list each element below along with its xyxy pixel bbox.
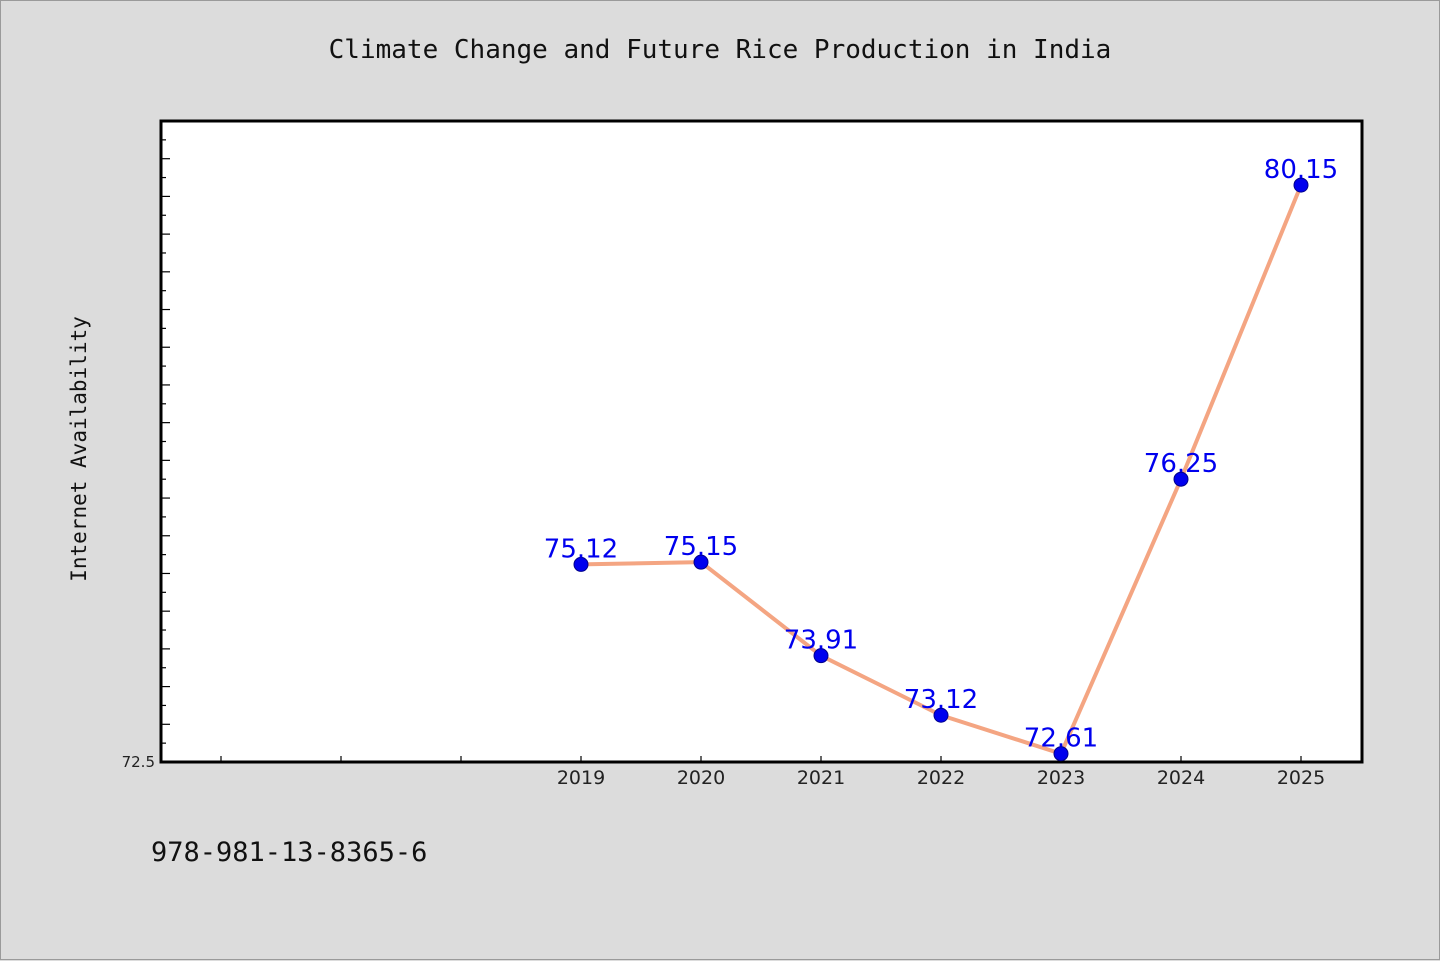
x-tick-label: 2022: [917, 767, 965, 789]
data-point: [933, 707, 949, 723]
data-label: 75.15: [664, 532, 738, 562]
data-point: [1053, 746, 1069, 762]
plot-area: [159, 119, 1364, 764]
x-tick-label: 2024: [1157, 767, 1205, 789]
x-tick-label: 2023: [1037, 767, 1085, 789]
x-tick-label: 2021: [797, 767, 845, 789]
data-label: 76.25: [1144, 449, 1218, 479]
data-label: 72.61: [1024, 724, 1098, 754]
data-point: [813, 648, 829, 664]
x-tick-label: 2020: [677, 767, 725, 789]
data-label: 73.91: [784, 626, 858, 656]
data-label: 80.15: [1264, 155, 1338, 185]
y-axis-ticks: 72.5: [122, 120, 170, 771]
data-label: 73.12: [904, 685, 978, 715]
chart-title: Climate Change and Future Rice Productio…: [328, 35, 1112, 65]
isbn-footer: 978-981-13-8365-6: [151, 837, 428, 868]
data-point: [1173, 471, 1189, 487]
x-axis-ticks: 2019 2020 2021 2022 2023 2024 2025: [220, 756, 1325, 789]
data-point: [693, 554, 709, 570]
data-point: [573, 556, 589, 572]
y-tick-label: 72.5: [122, 753, 155, 771]
data-points: [573, 177, 1309, 762]
data-labels: 75.12 75.15 73.91 73.12 72.61 76.25 80.15: [544, 155, 1338, 754]
data-point: [1293, 177, 1309, 193]
x-tick-label: 2025: [1277, 767, 1325, 789]
data-label: 75.12: [544, 534, 618, 564]
x-tick-label: 2019: [557, 767, 605, 789]
